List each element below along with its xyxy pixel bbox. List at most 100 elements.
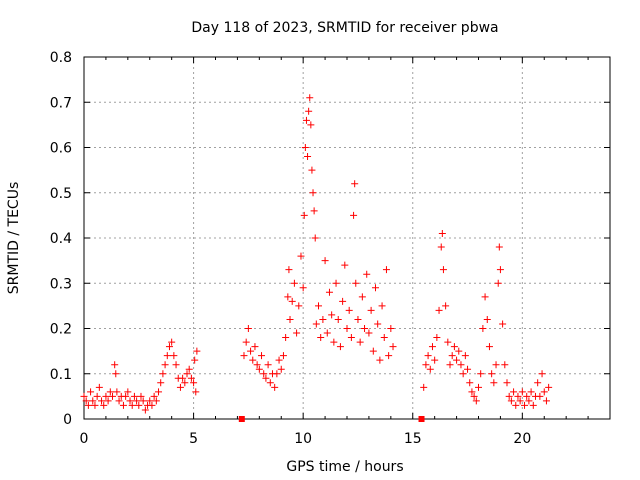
data-point (459, 370, 467, 378)
data-point (113, 388, 121, 396)
y-tick-label: 0.2 (50, 322, 72, 338)
data-point (328, 311, 336, 319)
data-point (191, 356, 199, 364)
x-tick-label: 10 (294, 431, 312, 447)
y-tick-label: 0.5 (50, 186, 72, 202)
data-point (95, 383, 103, 391)
data-point (238, 416, 245, 422)
data-point (311, 234, 319, 242)
data-point (371, 284, 379, 292)
data-point (172, 361, 180, 369)
data-points (80, 94, 553, 422)
data-point (181, 379, 189, 387)
data-point (461, 352, 469, 360)
data-point (305, 107, 313, 115)
data-point (492, 361, 500, 369)
data-point (365, 329, 373, 337)
data-point (141, 406, 149, 414)
data-point (347, 334, 355, 342)
x-tick-label: 20 (513, 431, 531, 447)
data-point (481, 293, 489, 301)
data-point (137, 392, 145, 400)
data-point (363, 270, 371, 278)
data-point (525, 397, 533, 405)
data-point (374, 320, 382, 328)
x-tick-label: 5 (189, 431, 198, 447)
data-point (108, 392, 116, 400)
data-point (247, 347, 255, 355)
data-point (104, 397, 112, 405)
data-point (317, 334, 325, 342)
data-point (179, 374, 187, 382)
data-point (128, 401, 136, 409)
data-point (339, 297, 347, 305)
data-point (307, 121, 315, 129)
data-point (124, 388, 132, 396)
data-point (135, 401, 143, 409)
data-point (382, 266, 390, 274)
data-point (309, 189, 317, 197)
x-axis-label: GPS time / hours (286, 459, 403, 475)
data-point (438, 229, 446, 237)
data-point (538, 370, 546, 378)
data-point (89, 397, 97, 405)
data-point (146, 397, 154, 405)
data-point (284, 293, 292, 301)
data-point (518, 388, 526, 396)
data-point (266, 379, 274, 387)
data-point (444, 338, 452, 346)
data-point (295, 302, 303, 310)
data-point (98, 397, 106, 405)
data-point (91, 401, 99, 409)
data-point (433, 334, 441, 342)
data-point (387, 325, 395, 332)
data-point (485, 343, 493, 351)
data-point (163, 352, 171, 360)
data-point (244, 325, 252, 332)
data-point (126, 397, 134, 405)
data-point (139, 397, 147, 405)
data-point (112, 370, 120, 378)
data-point (376, 356, 384, 364)
data-point (505, 392, 513, 400)
data-point (183, 370, 191, 378)
data-point (277, 365, 285, 373)
data-point (334, 315, 342, 323)
data-point (157, 379, 165, 387)
y-tick-label: 0 (63, 412, 72, 428)
data-point (343, 325, 351, 332)
data-point (514, 392, 522, 400)
data-point (507, 397, 515, 405)
data-point (448, 352, 456, 360)
data-point (282, 334, 290, 342)
y-tick-label: 0.6 (50, 141, 72, 157)
data-point (529, 401, 537, 409)
grid-layer (84, 57, 610, 419)
data-point (380, 334, 388, 342)
data-point (260, 370, 268, 378)
data-point (495, 243, 503, 251)
data-point (385, 352, 393, 360)
data-point (437, 243, 445, 251)
data-point (310, 207, 318, 215)
data-point (330, 338, 338, 346)
data-point (249, 356, 257, 364)
data-point (542, 397, 550, 405)
data-point (321, 257, 329, 265)
data-point (446, 361, 454, 369)
data-point (251, 343, 259, 351)
data-point (483, 315, 491, 323)
data-point (133, 397, 141, 405)
data-point (503, 379, 511, 387)
data-point (325, 288, 333, 296)
data-point (253, 361, 261, 369)
data-point (490, 379, 498, 387)
data-point (304, 153, 312, 161)
data-point (152, 397, 160, 405)
data-point (369, 347, 377, 355)
data-point (119, 401, 127, 409)
data-point (428, 343, 436, 351)
data-point (435, 306, 443, 314)
data-point (527, 388, 535, 396)
data-point (336, 343, 344, 351)
